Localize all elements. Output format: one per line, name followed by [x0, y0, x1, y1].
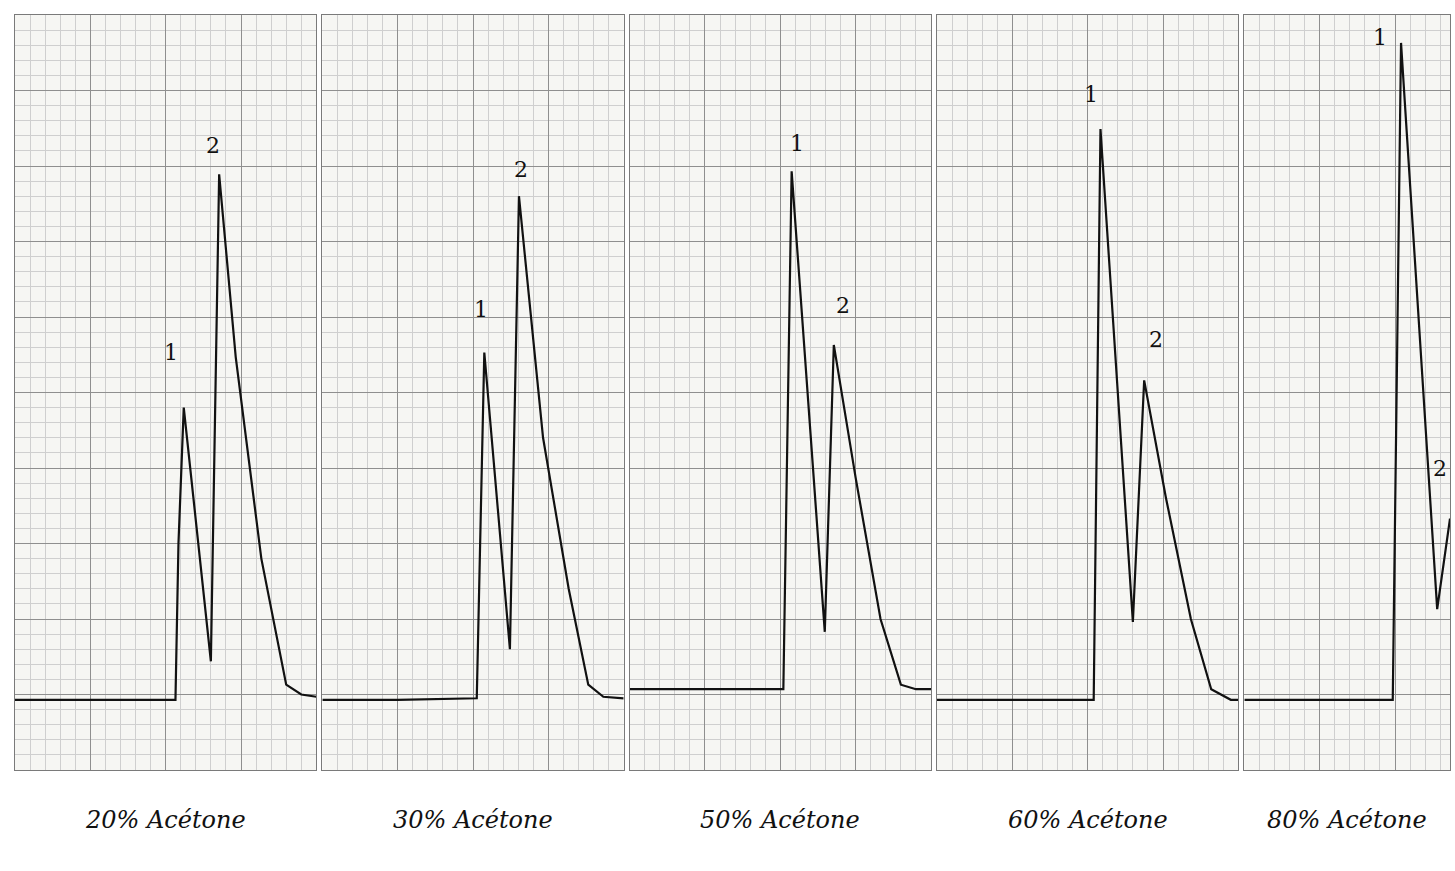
- svg-text:2: 2: [206, 133, 220, 158]
- svg-text:2: 2: [1149, 327, 1163, 352]
- svg-text:30% Acétone: 30% Acétone: [393, 806, 553, 834]
- svg-text:2: 2: [1433, 456, 1447, 481]
- svg-text:1: 1: [474, 297, 488, 322]
- svg-text:60% Acétone: 60% Acétone: [1008, 806, 1168, 834]
- svg-text:1: 1: [164, 340, 178, 365]
- svg-text:2: 2: [836, 293, 850, 318]
- svg-text:1: 1: [790, 131, 804, 156]
- svg-text:1: 1: [1373, 25, 1387, 50]
- svg-text:50% Acétone: 50% Acétone: [700, 806, 860, 834]
- svg-text:1: 1: [1084, 82, 1098, 107]
- svg-text:20% Acétone: 20% Acétone: [85, 806, 246, 834]
- svg-text:80% Acétone: 80% Acétone: [1267, 806, 1427, 834]
- svg-text:2: 2: [514, 157, 528, 182]
